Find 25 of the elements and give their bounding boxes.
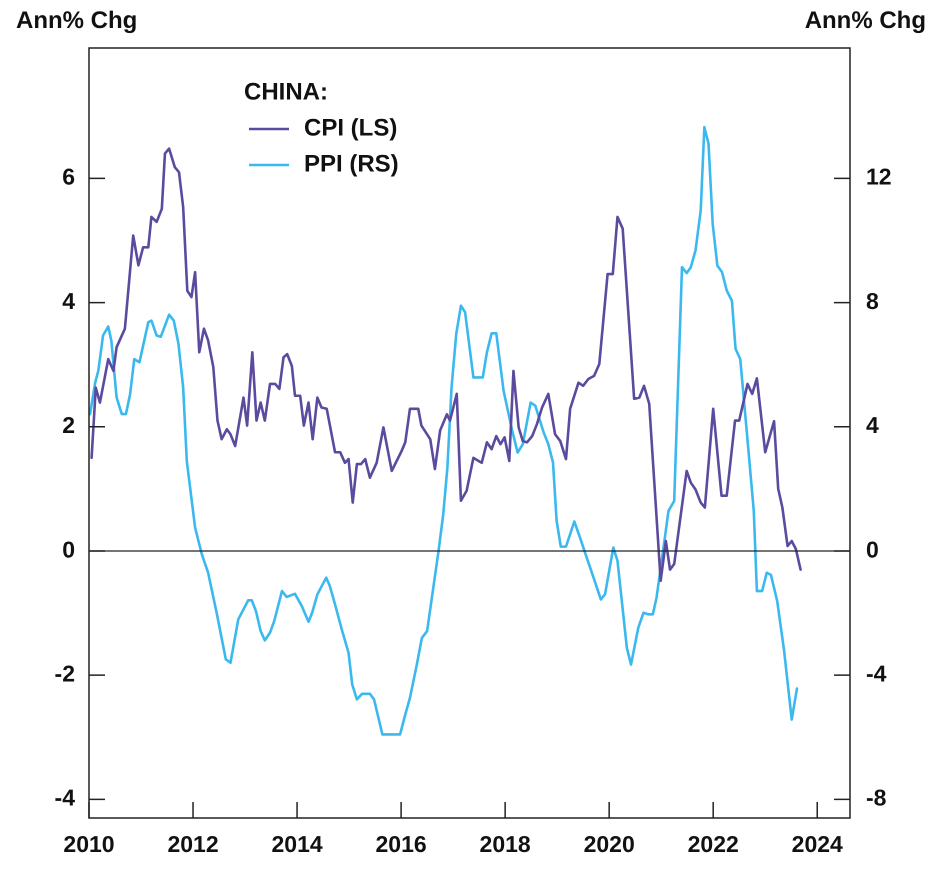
x-tick-label: 2010 [63,831,115,858]
y-tick-label: -2 [54,660,75,687]
x-tick-label: 2012 [167,831,219,858]
y2-tick-label: 4 [866,412,879,438]
y2-tick-label: 0 [866,536,879,562]
y-tick-label: 6 [62,164,75,190]
legend-label: CPI (LS) [304,114,398,142]
y-axis-title: Ann% Chg [16,7,138,34]
y2-axis-title: Ann% Chg [804,7,926,34]
y2-tick-label: -8 [866,784,887,811]
x-tick-label: 2022 [688,831,739,858]
legend-label: PPI (RS) [304,150,399,178]
legend-title: CHINA: [244,78,328,106]
x-tick-label: 2018 [480,831,531,858]
x-tick-label: 2014 [271,831,323,858]
y2-tick-label: 8 [866,288,879,314]
x-tick-label: 2016 [376,831,427,858]
y-tick-label: 2 [62,412,75,438]
x-tick-label: 2020 [584,831,635,858]
y-tick-label: 4 [62,288,76,314]
y-tick-label: -4 [54,784,76,811]
y2-tick-label: 12 [866,164,892,190]
y2-tick-label: -4 [866,660,887,687]
x-tick-label: 2024 [792,831,844,858]
y-tick-label: 0 [62,536,75,562]
